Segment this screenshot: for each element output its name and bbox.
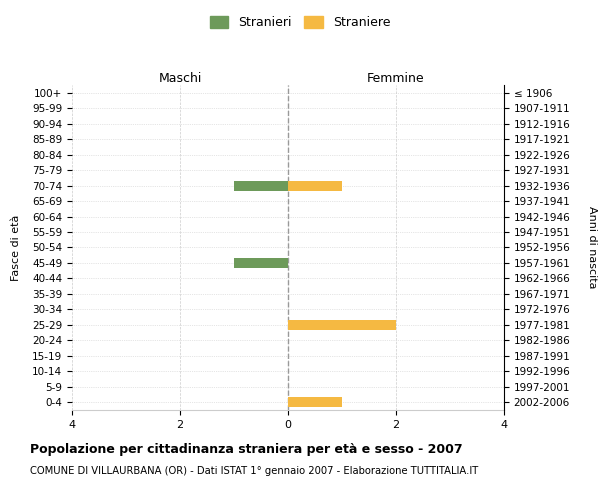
Y-axis label: Fasce di età: Fasce di età xyxy=(11,214,21,280)
Bar xyxy=(234,180,288,190)
Text: Maschi: Maschi xyxy=(158,72,202,85)
Bar xyxy=(234,258,288,268)
Bar xyxy=(288,320,396,330)
Y-axis label: Anni di nascita: Anni di nascita xyxy=(587,206,597,288)
Text: Popolazione per cittadinanza straniera per età e sesso - 2007: Popolazione per cittadinanza straniera p… xyxy=(30,442,463,456)
Text: COMUNE DI VILLAURBANA (OR) - Dati ISTAT 1° gennaio 2007 - Elaborazione TUTTITALI: COMUNE DI VILLAURBANA (OR) - Dati ISTAT … xyxy=(30,466,478,476)
Bar xyxy=(288,180,342,190)
Legend: Stranieri, Straniere: Stranieri, Straniere xyxy=(205,11,395,34)
Text: Femmine: Femmine xyxy=(367,72,425,85)
Bar xyxy=(288,397,342,407)
